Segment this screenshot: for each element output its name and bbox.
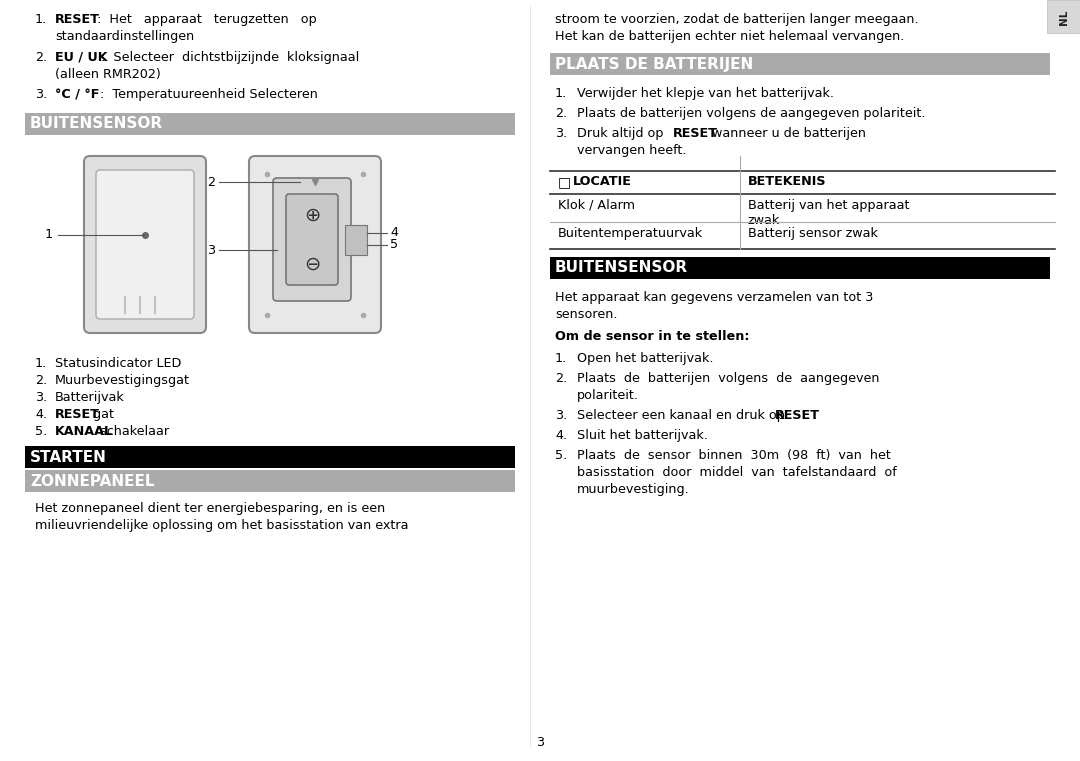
Text: gat: gat <box>89 408 114 421</box>
Text: zwak: zwak <box>748 214 780 227</box>
Text: Plaats  de  batterijen  volgens  de  aangegeven: Plaats de batterijen volgens de aangegev… <box>577 372 879 385</box>
Text: Plaats  de  sensor  binnen  30m  (98  ft)  van  het: Plaats de sensor binnen 30m (98 ft) van … <box>577 449 891 462</box>
Text: KANAAL: KANAAL <box>55 425 113 438</box>
Text: ⊖: ⊖ <box>303 254 320 273</box>
Text: 1: 1 <box>45 228 53 241</box>
Text: NL: NL <box>1058 9 1068 24</box>
Text: 3.: 3. <box>555 127 567 140</box>
Text: STARTEN: STARTEN <box>30 450 107 464</box>
Text: Verwijder het klepje van het batterijvak.: Verwijder het klepje van het batterijvak… <box>577 87 834 100</box>
FancyBboxPatch shape <box>96 170 194 319</box>
Text: Om de sensor in te stellen:: Om de sensor in te stellen: <box>555 330 750 343</box>
Text: wanneer u de batterijen: wanneer u de batterijen <box>708 127 866 140</box>
Text: polariteit.: polariteit. <box>577 389 639 402</box>
Text: LOCATIE: LOCATIE <box>573 175 632 188</box>
Text: 5.: 5. <box>35 425 48 438</box>
Text: standaardinstellingen: standaardinstellingen <box>55 30 194 43</box>
Text: Open het batterijvak.: Open het batterijvak. <box>577 352 714 365</box>
Text: Batterij van het apparaat: Batterij van het apparaat <box>748 199 909 212</box>
Text: Klok / Alarm: Klok / Alarm <box>558 199 635 212</box>
Text: BUITENSENSOR: BUITENSENSOR <box>30 116 163 132</box>
Text: RESET: RESET <box>55 408 100 421</box>
Text: 4.: 4. <box>555 429 567 442</box>
Text: RESET: RESET <box>775 409 820 422</box>
Text: 4.: 4. <box>35 408 48 421</box>
Text: schakelaar: schakelaar <box>96 425 168 438</box>
Text: (alleen RMR202): (alleen RMR202) <box>55 68 161 81</box>
Bar <box>25 470 515 492</box>
Bar <box>550 53 1050 75</box>
Text: Het kan de batterijen echter niet helemaal vervangen.: Het kan de batterijen echter niet helema… <box>555 30 904 43</box>
Text: BETEKENIS: BETEKENIS <box>748 175 826 188</box>
Text: 5.: 5. <box>555 449 567 462</box>
Text: Statusindicator LED: Statusindicator LED <box>55 357 181 370</box>
FancyBboxPatch shape <box>273 178 351 301</box>
Text: Muurbevestigingsgat: Muurbevestigingsgat <box>55 374 190 387</box>
Text: 3.: 3. <box>555 409 567 422</box>
Text: PLAATS DE BATTERIJEN: PLAATS DE BATTERIJEN <box>555 56 753 72</box>
Text: vervangen heeft.: vervangen heeft. <box>577 144 687 157</box>
Bar <box>25 446 515 468</box>
Text: ⊕: ⊕ <box>303 205 320 224</box>
Text: 3: 3 <box>207 244 215 256</box>
Text: °C / °F: °C / °F <box>55 88 99 101</box>
Text: Selecteer een kanaal en druk op: Selecteer een kanaal en druk op <box>577 409 788 422</box>
Text: Plaats de batterijen volgens de aangegeven polariteit.: Plaats de batterijen volgens de aangegev… <box>577 107 926 120</box>
Bar <box>25 113 515 135</box>
Text: Batterij sensor zwak: Batterij sensor zwak <box>748 227 878 240</box>
Text: Batterijvak: Batterijvak <box>55 391 125 404</box>
Text: 3.: 3. <box>35 88 48 101</box>
FancyBboxPatch shape <box>286 194 338 285</box>
Text: sensoren.: sensoren. <box>555 308 618 321</box>
Text: 5: 5 <box>390 238 399 251</box>
Text: .: . <box>813 409 818 422</box>
Text: basisstation  door  middel  van  tafelstandaard  of: basisstation door middel van tafelstanda… <box>577 466 896 479</box>
Text: 1.: 1. <box>555 352 567 365</box>
Text: 4: 4 <box>390 227 399 240</box>
Text: 3.: 3. <box>35 391 48 404</box>
Text: stroom te voorzien, zodat de batterijen langer meegaan.: stroom te voorzien, zodat de batterijen … <box>555 13 919 26</box>
Text: muurbevestiging.: muurbevestiging. <box>577 483 690 496</box>
Bar <box>1047 0 1080 33</box>
Text: Het zonnepaneel dient ter energiebesparing, en is een: Het zonnepaneel dient ter energiebespari… <box>35 502 386 515</box>
Text: 3: 3 <box>536 736 544 749</box>
Text: :  Temperatuureenheid Selecteren: : Temperatuureenheid Selecteren <box>100 88 318 101</box>
Text: Sluit het batterijvak.: Sluit het batterijvak. <box>577 429 707 442</box>
Text: Druk altijd op: Druk altijd op <box>577 127 667 140</box>
Bar <box>345 225 367 255</box>
Text: □: □ <box>558 175 571 189</box>
FancyBboxPatch shape <box>249 156 381 333</box>
Text: 2.: 2. <box>35 374 48 387</box>
Text: 1.: 1. <box>555 87 567 100</box>
Text: 2.: 2. <box>35 51 48 64</box>
Text: 1.: 1. <box>35 13 48 26</box>
Text: BUITENSENSOR: BUITENSENSOR <box>555 260 688 275</box>
FancyBboxPatch shape <box>84 156 206 333</box>
Text: RESET: RESET <box>673 127 718 140</box>
Text: ZONNEPANEEL: ZONNEPANEEL <box>30 473 154 489</box>
Text: milieuvriendelijke oplossing om het basisstation van extra: milieuvriendelijke oplossing om het basi… <box>35 519 408 532</box>
Text: RESET: RESET <box>55 13 100 26</box>
Text: :  Het   apparaat   terugzetten   op: : Het apparaat terugzetten op <box>97 13 316 26</box>
Text: Het apparaat kan gegevens verzamelen van tot 3: Het apparaat kan gegevens verzamelen van… <box>555 291 874 304</box>
Text: 2.: 2. <box>555 107 567 120</box>
Bar <box>550 257 1050 279</box>
Text: Buitentemperatuurvak: Buitentemperatuurvak <box>558 227 703 240</box>
Text: 2.: 2. <box>555 372 567 385</box>
Text: EU / UK: EU / UK <box>55 51 108 64</box>
Text: 2: 2 <box>207 176 215 189</box>
Text: 1.: 1. <box>35 357 48 370</box>
Text: :  Selecteer  dichtstbijzijnde  kloksignaal: : Selecteer dichtstbijzijnde kloksignaal <box>102 51 360 64</box>
